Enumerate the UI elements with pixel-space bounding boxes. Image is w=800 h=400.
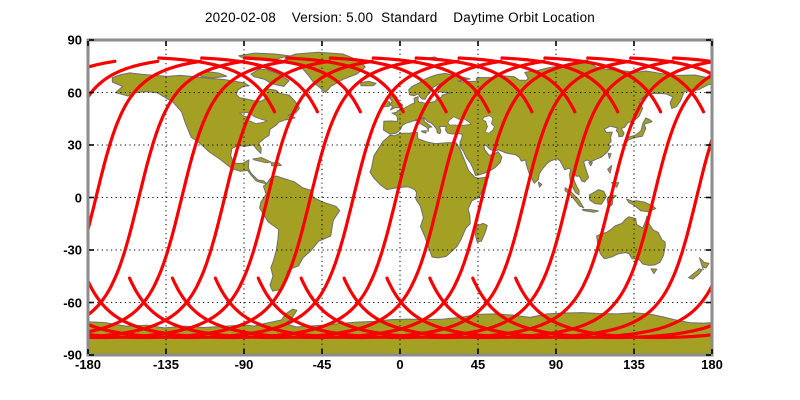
landmass-sri-lanka xyxy=(537,181,543,188)
orbit-track-daytime-pass xyxy=(170,59,589,340)
x-axis-tick-label: -90 xyxy=(234,357,254,372)
x-axis-tick-label: 45 xyxy=(470,357,486,372)
x-axis-tick-label: -45 xyxy=(312,357,332,372)
orbit-track-daytime-pass xyxy=(514,276,712,340)
orbit-track-polar-arc xyxy=(285,56,405,114)
landmass-madagascar xyxy=(474,222,488,243)
orbit-track-daytime-pass xyxy=(88,59,460,340)
landmass-java xyxy=(581,208,599,213)
orbit-track-daytime-pass xyxy=(256,59,675,340)
y-axis-tick-label: -30 xyxy=(63,242,82,258)
landmass-new-zealand-south xyxy=(688,268,703,280)
orbit-track-daytime-pass xyxy=(88,59,246,317)
orbit-track-polar-arc xyxy=(457,56,577,114)
y-axis-tick-label: -90 xyxy=(63,347,82,363)
orbit-track-daytime-pass xyxy=(471,276,712,340)
orbit-track-polar-arc xyxy=(371,56,491,114)
lake-caspian-sea xyxy=(481,115,495,134)
landmass-antarctica xyxy=(88,308,712,355)
orbit-track-daytime-pass xyxy=(88,59,203,236)
orbit-track-daytime-pass xyxy=(88,59,503,340)
orbit-track-polar-arc xyxy=(328,56,448,114)
orbit-track-daytime-pass xyxy=(128,59,546,340)
orbit-track-daytime-pass xyxy=(385,134,712,340)
orbit-track-polar-arc xyxy=(500,56,620,114)
landmass-baffin-island xyxy=(250,68,290,87)
landmass-taiwan xyxy=(607,152,612,159)
landmass-tasmania xyxy=(650,268,658,275)
orbit-track-daytime-pass xyxy=(88,59,417,340)
landmass-eurasia xyxy=(383,61,712,196)
orbit-track-daytime-pass xyxy=(88,59,374,340)
landmass-cuba xyxy=(252,157,272,164)
landmass-north-america xyxy=(111,72,300,185)
orbit-track-daytime-pass xyxy=(213,59,632,340)
landmass-australia xyxy=(596,215,666,266)
orbit-track-polar-arc xyxy=(414,56,534,114)
landmass-luzon xyxy=(607,164,613,174)
y-axis-tick-label: 60 xyxy=(67,85,82,100)
x-axis-tick-label: 135 xyxy=(623,357,645,372)
y-axis-tick-label: -60 xyxy=(63,295,82,310)
plot-title: 2020-02-08 Version: 5.00 Standard Daytim… xyxy=(204,10,596,25)
orbit-track-polar-arc xyxy=(629,56,712,76)
x-axis-tick-label: 0 xyxy=(396,357,404,372)
landmass-new-zealand-north xyxy=(699,257,710,271)
orbit-track-polar-arc xyxy=(759,58,800,112)
landmass-japan xyxy=(624,117,653,144)
x-axis-tick-label: 90 xyxy=(548,357,564,372)
orbit-track-polar-arc xyxy=(586,56,706,114)
orbit-track-daytime-pass xyxy=(342,73,712,340)
landmass-sicily xyxy=(421,130,427,134)
plot-frame xyxy=(86,38,714,357)
landmass-iceland xyxy=(360,80,377,87)
y-axis-tick-label: 30 xyxy=(67,137,82,153)
orbit-track-polar-arc xyxy=(543,56,663,114)
orbit-track-polar-arc xyxy=(157,56,277,114)
landmass-new-guinea xyxy=(626,198,657,213)
orbit-track-daytime-pass xyxy=(88,59,331,339)
x-axis-tick-label: 180 xyxy=(701,357,723,372)
landmass-south-america xyxy=(259,175,341,292)
y-axis-tick-label: 90 xyxy=(67,32,82,48)
orbit-tracks xyxy=(88,56,800,340)
orbit-track-polar-arc xyxy=(243,56,362,114)
landmass-africa xyxy=(369,131,490,259)
x-axis-tick-label: -135 xyxy=(152,357,180,372)
orbit-track-daytime-pass xyxy=(428,276,712,340)
orbit-track-daytime-pass xyxy=(299,60,712,340)
landmass-borneo xyxy=(588,189,607,205)
x-axis-tick-label: -180 xyxy=(74,357,102,372)
world-map-land xyxy=(88,51,712,355)
landmass-victoria-island xyxy=(196,71,228,79)
landmass-hainan xyxy=(588,162,593,167)
orbit-track-polar-arc xyxy=(200,56,319,114)
y-axis-tick-label: 0 xyxy=(74,190,82,205)
orbit-track-polar-arc xyxy=(717,58,800,112)
orbit-track-daytime-pass xyxy=(88,59,289,334)
